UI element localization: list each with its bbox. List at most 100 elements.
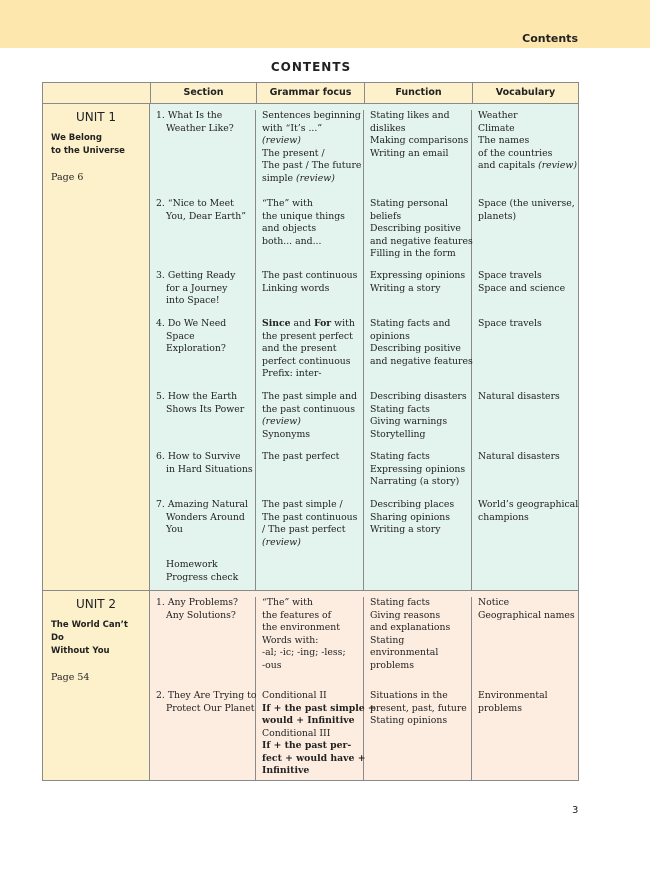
function-line: Sharing opinions [370, 511, 451, 523]
grammar-line: and objects [262, 223, 357, 236]
function-line: Writing a story [370, 282, 441, 294]
grammar-cell: “The” with the unique things and objects bo… [256, 198, 364, 270]
text-segment: Conditional III [262, 727, 331, 739]
text-segment: and the present [262, 343, 337, 354]
text-segment: Words with: [262, 634, 319, 646]
section-line: 1. Any Problems? [156, 597, 239, 608]
section-line: Space [166, 330, 195, 342]
grammar-line: / The past perfect [262, 524, 357, 537]
grammar-cell: The past continuous Linking words [256, 270, 364, 318]
text-segment: the features of [262, 609, 332, 621]
vocabulary-line: Space and science [478, 283, 572, 296]
vocabulary-cell: Environmental problems [472, 690, 578, 780]
text-segment: The names [478, 135, 530, 146]
text-segment: the environment [262, 622, 340, 633]
vocabulary-line: planets) [478, 211, 572, 224]
unit-name: UNIT 1 [75, 110, 117, 124]
table-row: 1. What Is the Weather Like? Sentences beg… [150, 110, 578, 198]
grammar-line: the past continuous [262, 404, 357, 417]
text-segment: and objects [262, 223, 317, 234]
text-segment: fect + would have + [262, 752, 366, 764]
text-segment: Notice [478, 597, 510, 608]
vocabulary-line: The names [478, 135, 572, 148]
function-line: opinions [370, 330, 410, 342]
text-segment: and [290, 318, 314, 329]
function-line: and negative features [370, 235, 473, 247]
function-cell: Describing disasters Stating facts Giving … [364, 391, 472, 451]
function-line: Stating facts and [370, 318, 451, 329]
page-title: CONTENTS [270, 60, 352, 74]
function-line: Stating likes and [370, 110, 450, 121]
text-segment: (review) [262, 135, 301, 146]
unit-block: UNIT 2 The World Can’t Do Without You Page … [43, 591, 578, 780]
text-segment: -al; -ic; -ing; -less; [262, 647, 346, 658]
grammar-line: Conditional II [262, 690, 357, 703]
grammar-line: perfect continuous [262, 356, 357, 369]
text-segment: (review) [538, 160, 577, 171]
text-segment: Space and science [478, 282, 566, 294]
function-line: Making comparisons [370, 135, 469, 146]
unit-title-line: The World Can’t Do [51, 620, 128, 643]
text-segment: of the countries [478, 147, 553, 159]
unit-title-line: We Belong [51, 133, 102, 143]
function-cell: Stating facts Giving reasons and explanati… [364, 597, 472, 690]
grammar-line: Prefix: inter- [262, 368, 357, 381]
section-line: 7. Amazing Natural [156, 499, 249, 510]
header-vocabulary: Vocabulary [472, 83, 578, 103]
grammar-line: If + the past simple + [262, 703, 376, 716]
vocabulary-line: Natural disasters [478, 451, 572, 464]
text-segment: The past continuous [262, 270, 358, 281]
function-line: Stating opinions [370, 715, 448, 726]
text-segment: problems [478, 702, 523, 714]
unit-name: UNIT 2 [75, 597, 117, 611]
text-segment: Environmental [478, 690, 548, 701]
function-line: and negative features [370, 355, 473, 367]
grammar-line: The past simple / [262, 499, 357, 512]
grammar-line: Synonyms [262, 429, 357, 442]
unit-page: Page 6 [51, 172, 84, 183]
grammar-line: The past continuous [262, 270, 357, 283]
header-function: Function [364, 83, 472, 103]
text-segment: the past continuous [262, 403, 355, 415]
function-cell: Expressing opinions Writing a story [364, 270, 472, 318]
text-segment: The past perfect [262, 451, 340, 462]
vocabulary-line: Natural disasters [478, 391, 572, 404]
unit-title-line: Without You [51, 646, 110, 656]
function-cell: Stating personal beliefs Describing positi… [364, 198, 473, 270]
vocabulary-line: Space travels [478, 318, 572, 331]
section-line: Progress check [166, 571, 239, 583]
section-cell: 1. What Is the Weather Like? [150, 110, 256, 198]
grammar-line: The past perfect [262, 451, 357, 464]
section-line: 1. What Is the [156, 110, 223, 121]
grammar-line: Words with: [262, 635, 357, 648]
grammar-line: The past continuous [262, 512, 357, 525]
text-segment: perfect continuous [262, 355, 351, 367]
text-segment: The present / [262, 147, 325, 159]
text-segment: Linking words [262, 282, 330, 294]
unit-rows: 1. Any Problems? Any Solutions? “The” with… [150, 591, 578, 780]
unit-page: Page 54 [51, 672, 90, 683]
table-row: 3. Getting Ready for a Journey into Space!… [150, 270, 578, 318]
function-line: environmental [370, 647, 439, 658]
section-line: Shows Its Power [166, 403, 245, 415]
section-line: You [166, 524, 183, 535]
table-row: 1. Any Problems? Any Solutions? “The” with… [150, 597, 578, 690]
function-line: Stating facts [370, 597, 430, 608]
text-segment: Natural disasters [478, 451, 560, 462]
text-segment: Natural disasters [478, 391, 560, 402]
function-cell: Stating likes and dislikes Making comparis… [364, 110, 472, 198]
section-cell: 1. Any Problems? Any Solutions? [150, 597, 256, 690]
section-line: 2. “Nice to Meet [156, 198, 234, 209]
text-segment: “The” with [262, 198, 313, 209]
vocabulary-cell: Space (the universe, planets) [472, 198, 578, 270]
vocabulary-cell: Natural disasters [472, 451, 578, 499]
table-row: 2. “Nice to Meet You, Dear Earth” “The” wi… [150, 198, 578, 270]
table-row: Homework Progress check [150, 559, 578, 590]
contents-table: Section Grammar focus Function Vocabular… [42, 82, 579, 781]
header-band: Contents [0, 0, 650, 48]
text-segment: (review) [262, 416, 301, 427]
header-section: Section [150, 83, 256, 103]
header-grammar: Grammar focus [256, 83, 364, 103]
section-line: Homework [166, 559, 218, 570]
text-segment: with [331, 318, 355, 329]
